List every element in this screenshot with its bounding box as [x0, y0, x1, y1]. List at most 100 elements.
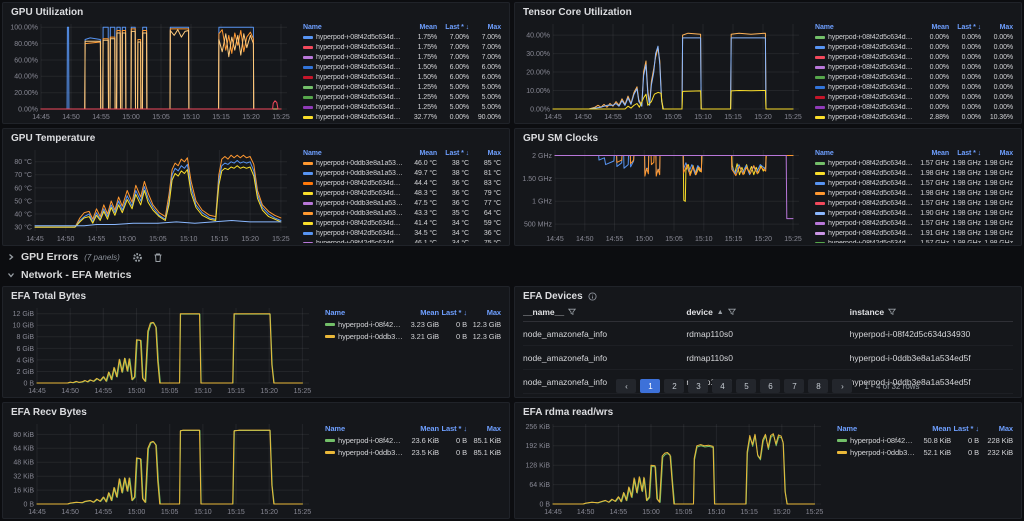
legend-col-name[interactable]: Name — [815, 23, 834, 31]
series-name[interactable]: hyperpod-i-08f42d5c634d34930 - GPU 4 — [316, 53, 403, 61]
panel-title[interactable]: GPU SM Clocks — [523, 133, 599, 144]
legend-row[interactable]: hyperpod-i-0ddb3e8a1a534ed5f 23.5 KiB 0 B 8… — [325, 446, 503, 458]
series-name[interactable]: hyperpod-i-08f42d5c634d34930 - GPU 2 — [316, 84, 403, 92]
chart-gpu-temperature[interactable]: 14:45 14:50 14:55 15:00 15:05 15:10 15:15 15:20… — [7, 145, 299, 243]
legend-col-max[interactable]: Max — [486, 423, 501, 433]
legend-col-name[interactable]: Name — [815, 149, 834, 157]
series-name[interactable]: hyperpod-i-08f42d5c634d34930 - GPU 4 — [316, 240, 403, 243]
table-column-header[interactable]: __name__ — [523, 307, 686, 317]
series-name[interactable]: hyperpod-i-08f42d5c634d34930 - GPU 2 — [828, 159, 915, 167]
page-button[interactable]: 3 — [688, 379, 709, 393]
page-button[interactable]: 5 — [736, 379, 757, 393]
legend-row[interactable]: hyperpod-i-08f42d5c634d34930 - GPU 1 0.00… — [815, 93, 1015, 103]
legend-row[interactable]: hyperpod-i-08f42d5c634d34930 - GPU 6 1.25… — [303, 93, 503, 103]
legend-col-last[interactable]: Last * ↓ — [441, 423, 468, 433]
legend-col-last[interactable]: Last * ↓ — [445, 149, 469, 157]
table-row[interactable]: node_amazonefa_info rdmap110s0 hyperpod-i-… — [523, 346, 1013, 370]
legend-col-mean[interactable]: Mean — [931, 149, 950, 157]
series-name[interactable]: hyperpod-i-08f42d5c634d34930 - GPU 2 — [828, 33, 915, 41]
legend-row[interactable]: hyperpod-i-08f42d5c634d34930 - GPU 0 1.57… — [815, 178, 1015, 188]
legend-row[interactable]: hyperpod-i-08f42d5c634d34930 - GPU 5 0.00… — [815, 52, 1015, 62]
legend-row[interactable]: hyperpod-i-08f42d5c634d34930 - GPU 1 1.50… — [303, 72, 503, 82]
legend-col-last[interactable]: Last * ↓ — [953, 423, 980, 433]
legend-row[interactable]: hyperpod-i-08f42d5c634d34930 - GPU 4 1.91… — [815, 229, 1015, 239]
legend-col-mean[interactable]: Mean — [419, 149, 438, 157]
legend-row[interactable]: hyperpod-i-08f42d5c634d34930 3.23 GiB 0 B 1… — [325, 318, 503, 330]
legend-row[interactable]: hyperpod-i-08f42d5c634d34930 - GPU 2 0.00… — [815, 32, 1015, 42]
series-name[interactable]: hyperpod-i-0ddb3e8a1a534ed5f - GPU 4 — [316, 200, 403, 208]
panel-title[interactable]: GPU Utilization — [11, 7, 84, 18]
legend-row[interactable]: hyperpod-i-08f42d5c634d34930 - GPU 6 48.3… — [303, 188, 503, 198]
legend-row[interactable]: hyperpod-i-08f42d5c634d34930 - GPU 4 0.00… — [815, 62, 1015, 72]
series-name[interactable]: hyperpod-i-08f42d5c634d34930 - GPU 6 — [316, 189, 403, 197]
legend-row[interactable]: hyperpod-i-08f42d5c634d34930 - GPU 0 0.00… — [815, 42, 1015, 52]
legend-row[interactable]: hyperpod-i-08f42d5c634d34930 23.6 KiB 0 B 8… — [325, 434, 503, 446]
chart-efa-recv-bytes[interactable]: 14:45 14:50 14:55 15:00 15:05 15:10 15:15 15:20… — [7, 419, 321, 516]
legend-row[interactable]: hyperpod-i-08f42d5c634d34930 - GPU 4 1.57… — [815, 219, 1015, 229]
legend-col-last[interactable]: Last * ↓ — [441, 307, 468, 317]
legend-col-name[interactable]: Name — [325, 423, 346, 433]
legend-row[interactable]: hyperpod-i-0ddb3e8a1a534ed5f - GPU 0 46.0… — [303, 158, 503, 168]
trash-icon[interactable] — [153, 252, 163, 263]
legend-col-max[interactable]: Max — [486, 307, 501, 317]
series-name[interactable]: hyperpod-i-08f42d5c634d34930 - GPU 1 — [828, 94, 915, 102]
legend-row[interactable]: hyperpod-i-08f42d5c634d34930 - GPU 5 1.57… — [815, 198, 1015, 208]
legend-col-name[interactable]: Name — [303, 23, 322, 31]
legend-col-max[interactable]: Max — [999, 23, 1013, 31]
page-button[interactable]: 6 — [760, 379, 781, 393]
series-name[interactable]: hyperpod-i-0ddb3e8a1a534ed5f - GPU 2 — [316, 210, 403, 218]
legend-row[interactable]: hyperpod-i-08f42d5c634d34930 - GPU 5 1.90… — [815, 209, 1015, 219]
legend-row[interactable]: hyperpod-i-08f42d5c634d34930 - GPU 2 2.88… — [815, 113, 1015, 121]
series-name[interactable]: hyperpod-i-08f42d5c634d34930 - GPU 5 — [316, 43, 403, 51]
legend-col-max[interactable]: Max — [998, 423, 1013, 433]
legend-row[interactable]: hyperpod-i-08f42d5c634d34930 - GPU 0 44.4… — [303, 178, 503, 188]
series-name[interactable]: hyperpod-i-08f42d5c634d34930 - GPU 4 — [828, 220, 915, 228]
legend-col-name[interactable]: Name — [303, 149, 322, 157]
table-column-header[interactable]: instance — [850, 307, 1013, 317]
chart-tensor-core-utilization[interactable]: 14:45 14:50 14:55 15:00 15:05 15:10 15:15 15:20… — [519, 19, 811, 121]
legend-col-last[interactable]: Last * ↓ — [957, 23, 981, 31]
legend-row[interactable]: hyperpod-i-08f42d5c634d34930 - GPU 2 1.25… — [303, 83, 503, 93]
legend-row[interactable]: hyperpod-i-08f42d5c634d34930 - GPU 7 0.00… — [815, 83, 1015, 93]
legend-row[interactable]: hyperpod-i-0ddb3e8a1a534ed5f - GPU 6 49.7… — [303, 168, 503, 178]
series-name[interactable]: hyperpod-i-08f42d5c634d34930 — [850, 435, 915, 445]
series-name[interactable]: hyperpod-i-08f42d5c634d34930 - GPU 5 — [828, 53, 915, 61]
series-name[interactable]: hyperpod-i-08f42d5c634d34930 - GPU 7 — [316, 63, 403, 71]
series-name[interactable]: hyperpod-i-08f42d5c634d34930 - GPU 0 — [316, 179, 403, 187]
legend-row[interactable]: hyperpod-i-08f42d5c634d34930 50.8 KiB 0 B 2… — [837, 434, 1015, 446]
panel-title[interactable]: EFA Recv Bytes — [11, 407, 87, 418]
series-name[interactable]: hyperpod-i-08f42d5c634d34930 - GPU 4 — [828, 63, 915, 71]
legend-row[interactable]: hyperpod-i-08f42d5c634d34930 - GPU 446.1… — [303, 239, 503, 243]
series-name[interactable]: hyperpod-i-0ddb3e8a1a534ed5f - GPU 0 — [316, 159, 403, 167]
series-name[interactable]: hyperpod-i-08f42d5c634d34930 — [338, 435, 403, 445]
legend-col-mean[interactable]: Mean — [420, 307, 439, 317]
series-name[interactable]: hyperpod-i-08f42d5c634d34930 - GPU 3 — [316, 104, 403, 112]
legend-row[interactable]: hyperpod-i-0ddb3e8a1a534ed5f - GPU 4 47.5… — [303, 198, 503, 208]
legend-row[interactable]: hyperpod-i-08f42d5c634d34930 - GPU 0 1.75… — [303, 32, 503, 42]
legend-col-name[interactable]: Name — [837, 423, 858, 433]
series-name[interactable]: hyperpod-i-0ddb3e8a1a534ed5f - GPU 6 — [316, 169, 403, 177]
legend-row[interactable]: hyperpod-i-08f42d5c634d34930 - GPU 0 34.5… — [303, 229, 503, 239]
series-name[interactable]: hyperpod-i-08f42d5c634d34930 - GPU 5 — [828, 200, 915, 208]
chart-gpu-utilization[interactable]: 14:45 14:50 14:55 15:00 15:05 15:10 15:15 15:20… — [7, 19, 299, 121]
legend-row[interactable]: hyperpod-i-08f42d5c634d34930 - GPU 3 1.25… — [303, 103, 503, 113]
legend-row[interactable]: hyperpod-i-08f42d5c634d34930 - GPU 3 0.00… — [815, 103, 1015, 113]
series-name[interactable]: hyperpod-i-08f42d5c634d34930 - GPU 3 — [828, 104, 915, 112]
series-name[interactable]: hyperpod-i-08f42d5c634d34930 - GPU 6 — [828, 74, 915, 82]
series-name[interactable]: hyperpod-i-08f42d5c634d34930 - GPU 4 — [828, 230, 915, 238]
chart-efa-total-bytes[interactable]: 14:45 14:50 14:55 15:00 15:05 15:10 15:15 15:20… — [7, 303, 321, 395]
panel-title[interactable]: EFA rdma read/wrs — [523, 407, 614, 418]
legend-row[interactable]: hyperpod-i-08f42d5c634d34930 - GPU 2 1.57… — [815, 158, 1015, 168]
legend-row[interactable]: hyperpod-i-0ddb3e8a1a534ed5f 52.1 KiB 0 B 2… — [837, 446, 1015, 458]
legend-col-last[interactable]: Last * ↓ — [957, 149, 981, 157]
chart-efa-rdma-read-wrs[interactable]: 14:45 14:50 14:55 15:00 15:05 15:10 15:15 15:20… — [519, 419, 833, 516]
series-name[interactable]: hyperpod-i-08f42d5c634d34930 - GPU 6 — [828, 240, 915, 243]
legend-col-mean[interactable]: Mean — [420, 423, 439, 433]
panel-title[interactable]: GPU Temperature — [11, 133, 96, 144]
series-name[interactable]: hyperpod-i-08f42d5c634d34930 - GPU 2 — [828, 114, 915, 121]
table-column-header[interactable]: device ▲ — [686, 307, 849, 317]
series-name[interactable]: hyperpod-i-0ddb3e8a1a534ed5f — [338, 447, 403, 457]
legend-row[interactable]: hyperpod-i-08f42d5c634d34930 - GPU 7 1.50… — [303, 62, 503, 72]
page-next-button[interactable]: › — [832, 379, 853, 393]
series-name[interactable]: hyperpod-i-08f42d5c634d34930 - GPU 0 — [828, 43, 915, 51]
